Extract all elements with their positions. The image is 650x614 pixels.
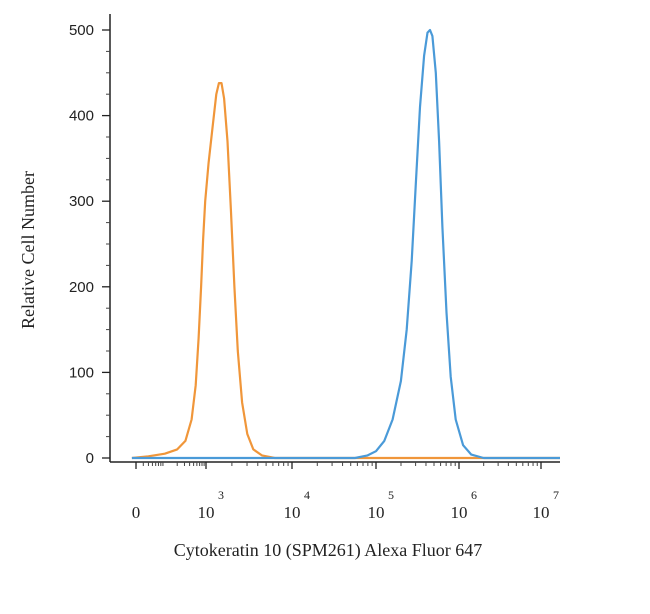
x-tick-exponent: 3 (218, 488, 224, 502)
x-tick-exponent: 6 (471, 488, 477, 502)
y-axis-title: Relative Cell Number (18, 171, 38, 329)
series-line-2 (131, 28, 560, 460)
y-ticks: 0 100 200 300 400 500 (69, 22, 110, 467)
x-tick-label: 10 (533, 503, 550, 522)
x-tick-label: 0 (132, 503, 141, 522)
series-layer (131, 28, 560, 460)
x-tick-label: 10 (451, 503, 468, 522)
y-tick-label: 100 (69, 364, 94, 381)
x-tick-exponent: 4 (304, 488, 310, 502)
x-tick-exponent: 5 (388, 488, 394, 502)
x-tick-exponent: 7 (553, 488, 559, 502)
y-minor-ticks (106, 50, 110, 438)
series-line-1 (131, 82, 560, 460)
x-tick-label: 10 (284, 503, 301, 522)
axes (106, 14, 560, 466)
x-tick-label: 10 (368, 503, 385, 522)
x-axis-title: Cytokeratin 10 (SPM261) Alexa Fluor 647 (174, 540, 483, 561)
y-tick-label: 300 (69, 193, 94, 210)
y-tick-label: 500 (69, 22, 94, 39)
y-tick-label: 0 (86, 450, 94, 467)
x-tick-label: 10 (198, 503, 215, 522)
y-tick-label: 200 (69, 279, 94, 296)
y-tick-label: 400 (69, 108, 94, 125)
